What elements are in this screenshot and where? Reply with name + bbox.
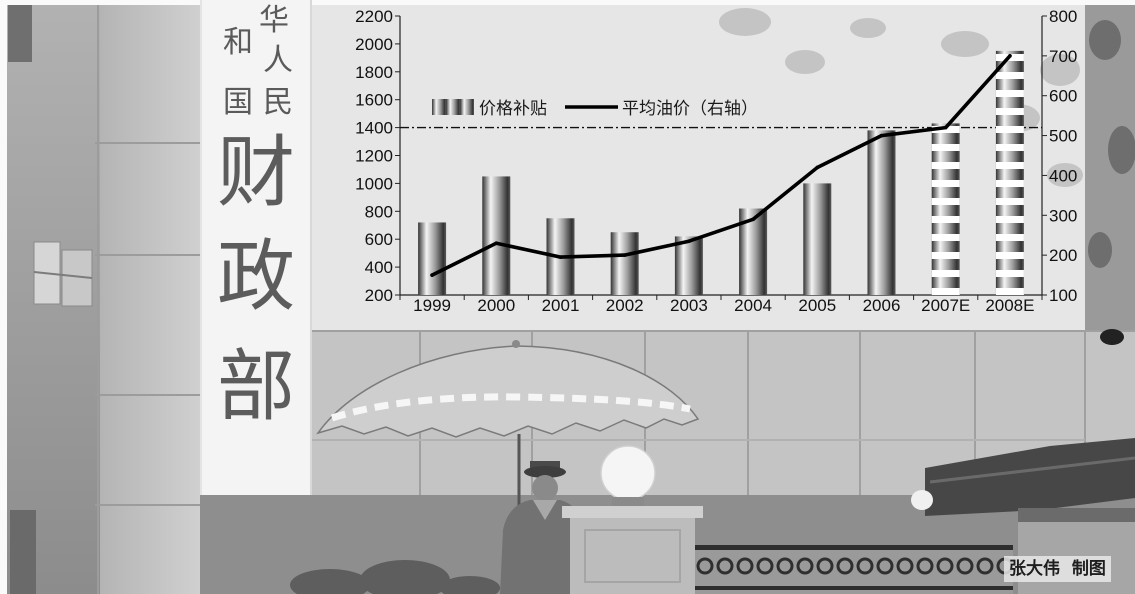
x-axis-tick-label: 2007E (921, 296, 970, 315)
bar (418, 222, 447, 295)
right-fixture (1100, 329, 1124, 345)
left-axis-tick-label: 2000 (355, 35, 393, 54)
oil-price-point (687, 239, 691, 243)
legend-label-subsidy: 价格补贴 (479, 99, 547, 119)
sign-char: 华 (259, 3, 289, 38)
bar (803, 183, 832, 295)
oil-price-line (430, 54, 1012, 277)
right-axis-tick-label: 500 (1049, 127, 1077, 146)
x-axis-tick-label: 2002 (606, 296, 644, 315)
left-axis-tick-label: 1400 (355, 119, 393, 138)
umbrella (316, 340, 700, 555)
x-axis-tick-label: 2001 (542, 296, 580, 315)
line-series (430, 54, 1012, 277)
left-axis-tick-label: 1800 (355, 63, 393, 82)
x-axis-tick-label: 2005 (798, 296, 836, 315)
guard-booth (911, 438, 1135, 594)
right-axis-tick-label: 100 (1049, 286, 1077, 305)
right-tree-leaves (1088, 20, 1135, 268)
left-axis-tick-label: 400 (365, 258, 393, 277)
legend: 价格补贴 平均油价（右轴） (432, 99, 758, 119)
window-bottom-left (10, 510, 36, 594)
window-top-left (8, 0, 32, 62)
sign-title-char: 部 (216, 342, 295, 432)
bar (867, 130, 896, 295)
plants (290, 560, 500, 594)
x-axis-tick-label: 2004 (734, 296, 772, 315)
iron-fence (695, 545, 1013, 594)
oil-price-point (879, 133, 884, 138)
left-axis-tick-label: 600 (365, 230, 393, 249)
sign-char: 国 (223, 85, 253, 120)
left-axis-tick-label: 800 (365, 202, 393, 221)
building-column (100, 0, 200, 594)
right-axis-tick-label: 400 (1049, 166, 1077, 185)
oil-price-point (622, 253, 627, 257)
chart-credit: 张大伟 制图 (1004, 556, 1111, 582)
left-axis-tick-label: 1000 (355, 174, 393, 193)
gate-pillar (562, 506, 703, 594)
sign-title-char: 政 (216, 232, 295, 322)
x-axis-tick-label: 2008E (985, 296, 1034, 315)
legend-label-oil-price: 平均油价（右轴） (622, 99, 758, 119)
bar (482, 176, 511, 295)
bar (674, 236, 703, 295)
right-axis-tick-label: 700 (1049, 47, 1077, 66)
sign-char: 民 (263, 85, 293, 120)
guard (500, 461, 586, 594)
bar-stripes (995, 50, 1024, 295)
right-axis-tick-label: 800 (1049, 7, 1077, 26)
x-axis-tick-label: 2003 (670, 296, 708, 315)
x-axis-tick-label: 1999 (413, 296, 451, 315)
left-axis-tick-label: 2200 (355, 7, 393, 26)
sign-char: 和 (223, 25, 253, 60)
wall-lamps (33, 241, 93, 307)
ministry-sign: 华 人 民 和 国 财 政 部 (200, 0, 312, 495)
x-axis-tick-label: 2006 (863, 296, 901, 315)
sign-char: 人 (263, 43, 293, 78)
oil-price-point (751, 217, 755, 222)
bar-stripes (931, 123, 960, 295)
oil-price-point (815, 165, 820, 170)
x-axis-tick-label: 2000 (477, 296, 515, 315)
frame-top (0, 0, 1135, 5)
left-axis-tick-label: 1200 (355, 147, 393, 166)
right-axis-tick-label: 200 (1049, 246, 1077, 265)
left-axis-tick-label: 200 (365, 286, 393, 305)
oil-price-point (558, 255, 563, 259)
bar (610, 232, 639, 295)
bar-series (418, 50, 1024, 295)
column-joints (95, 0, 200, 594)
right-axis-tick-label: 600 (1049, 87, 1077, 106)
frame-left (0, 0, 7, 594)
oil-price-point (1008, 54, 1012, 58)
oil-price-point (943, 125, 948, 130)
oil-price-point (494, 241, 499, 245)
legend-bar-swatch (432, 99, 474, 115)
sign-title-char: 财 (216, 128, 295, 218)
oil-price-point (430, 273, 434, 277)
tick-labels: 200 400 600 800 1000 1200 1400 1600 1800 2000 2200… (355, 7, 1077, 315)
right-axis-tick-label: 300 (1049, 206, 1077, 225)
left-axis-tick-label: 1600 (355, 91, 393, 110)
